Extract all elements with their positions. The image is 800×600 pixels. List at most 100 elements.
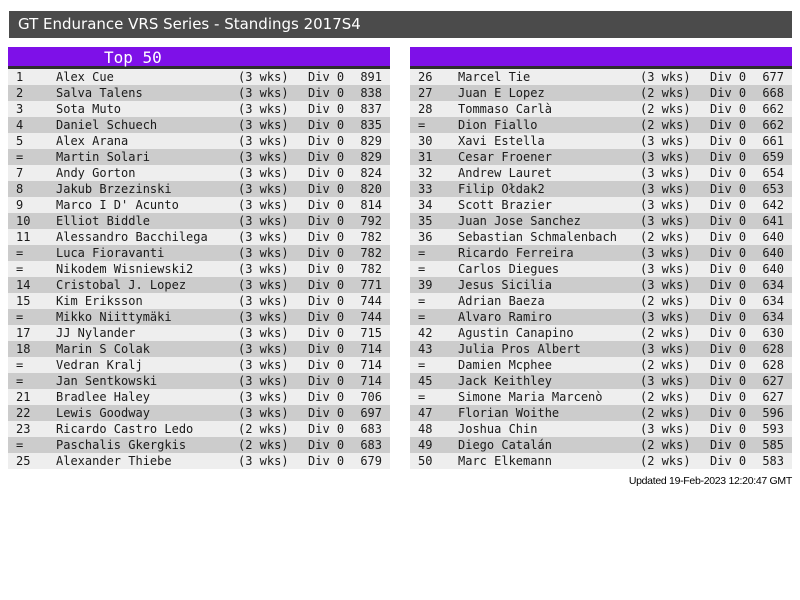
division-cell: Div 0 [308,182,345,196]
weeks-cell: (3 wks) [640,150,691,164]
rank-cell: 8 [16,182,24,196]
table-row: = Dion Fiallo (2 wks) Div 0 662 [410,117,792,133]
driver-name: Vedran Kralj [56,358,143,372]
weeks-cell: (3 wks) [238,326,289,340]
driver-name: Marc Elkemann [458,454,552,468]
points-cell: 744 [360,294,382,308]
division-cell: Div 0 [710,278,747,292]
division-cell: Div 0 [710,374,747,388]
points-cell: 634 [762,294,784,308]
points-cell: 683 [360,438,382,452]
rank-cell: 1 [16,70,24,84]
table-row: = Luca Fioravanti (3 wks) Div 0 782 [8,245,390,261]
division-cell: Div 0 [308,230,345,244]
driver-name: Juan Jose Sanchez [458,214,581,228]
driver-name: Daniel Schuech [56,118,158,132]
table-row: 22 Lewis Goodway (3 wks) Div 0 697 [8,405,390,421]
rank-cell: 50 [418,454,433,468]
driver-name: Bradlee Haley [56,390,150,404]
table-row: 39 Jesus Sicilia (3 wks) Div 0 634 [410,277,792,293]
table-row: = Alvaro Ramiro (3 wks) Div 0 634 [410,309,792,325]
table-row: = Vedran Kralj (3 wks) Div 0 714 [8,357,390,373]
division-cell: Div 0 [710,294,747,308]
table-row: 9 Marco I D' Acunto (3 wks) Div 0 814 [8,197,390,213]
rank-cell: 11 [16,230,31,244]
table-row: 21 Bradlee Haley (3 wks) Div 0 706 [8,389,390,405]
division-cell: Div 0 [308,246,345,260]
weeks-cell: (2 wks) [640,454,691,468]
table-row: 32 Andrew Lauret (3 wks) Div 0 654 [410,165,792,181]
driver-name: Marcel Tie [458,70,531,84]
weeks-cell: (3 wks) [238,102,289,116]
rank-cell: = [16,358,24,372]
points-cell: 715 [360,326,382,340]
points-cell: 627 [762,390,784,404]
weeks-cell: (3 wks) [238,262,289,276]
weeks-cell: (3 wks) [238,134,289,148]
rank-cell: 48 [418,422,433,436]
table-row: 3 Sota Muto (3 wks) Div 0 837 [8,101,390,117]
division-cell: Div 0 [710,214,747,228]
table-row: 42 Agustin Canapino (2 wks) Div 0 630 [410,325,792,341]
rank-cell: = [16,374,24,388]
table-row: 45 Jack Keithley (3 wks) Div 0 627 [410,373,792,389]
driver-name: Alexander Thiebe [56,454,172,468]
points-cell: 679 [360,454,382,468]
rank-cell: 43 [418,342,433,356]
weeks-cell: (2 wks) [640,406,691,420]
weeks-cell: (3 wks) [238,342,289,356]
weeks-cell: (3 wks) [238,406,289,420]
driver-name: Alex Arana [56,134,129,148]
points-cell: 596 [762,406,784,420]
weeks-cell: (3 wks) [640,166,691,180]
points-cell: 585 [762,438,784,452]
rank-cell: = [418,294,426,308]
table-row: 28 Tommaso Carlà (2 wks) Div 0 662 [410,101,792,117]
division-cell: Div 0 [710,102,747,116]
driver-name: Dion Fiallo [458,118,538,132]
table-row: 7 Andy Gorton (3 wks) Div 0 824 [8,165,390,181]
points-cell: 641 [762,214,784,228]
weeks-cell: (3 wks) [238,182,289,196]
table-row: 17 JJ Nylander (3 wks) Div 0 715 [8,325,390,341]
division-cell: Div 0 [710,86,747,100]
points-cell: 829 [360,134,382,148]
driver-name: Marco I D' Acunto [56,198,179,212]
rank-cell: 35 [418,214,433,228]
table-row: 26 Marcel Tie (3 wks) Div 0 677 [410,69,792,85]
division-cell: Div 0 [710,150,747,164]
points-cell: 782 [360,246,382,260]
weeks-cell: (3 wks) [238,246,289,260]
division-cell: Div 0 [710,230,747,244]
driver-name: Jan Sentkowski [56,374,158,388]
division-cell: Div 0 [308,198,345,212]
rank-cell: 23 [16,422,31,436]
table-row: = Martin Solari (3 wks) Div 0 829 [8,149,390,165]
division-cell: Div 0 [710,454,747,468]
points-cell: 628 [762,358,784,372]
division-cell: Div 0 [308,102,345,116]
rank-cell: 5 [16,134,24,148]
division-cell: Div 0 [308,86,345,100]
weeks-cell: (2 wks) [640,230,691,244]
weeks-cell: (3 wks) [640,374,691,388]
rank-cell: 32 [418,166,433,180]
table-row: = Adrian Baeza (2 wks) Div 0 634 [410,293,792,309]
table-row: 50 Marc Elkemann (2 wks) Div 0 583 [410,453,792,469]
weeks-cell: (2 wks) [640,86,691,100]
weeks-cell: (2 wks) [640,118,691,132]
weeks-cell: (3 wks) [238,166,289,180]
weeks-cell: (3 wks) [640,70,691,84]
points-cell: 640 [762,246,784,260]
points-cell: 706 [360,390,382,404]
table-header-left: Top 50 [8,47,390,69]
division-cell: Div 0 [710,438,747,452]
weeks-cell: (3 wks) [238,390,289,404]
rank-cell: = [16,262,24,276]
rank-cell: = [418,118,426,132]
table-row: 33 Filip Ołdak2 (3 wks) Div 0 653 [410,181,792,197]
table-row: = Simone Maria Marcenò (2 wks) Div 0 627 [410,389,792,405]
rank-cell: 17 [16,326,31,340]
points-cell: 714 [360,358,382,372]
points-cell: 640 [762,262,784,276]
